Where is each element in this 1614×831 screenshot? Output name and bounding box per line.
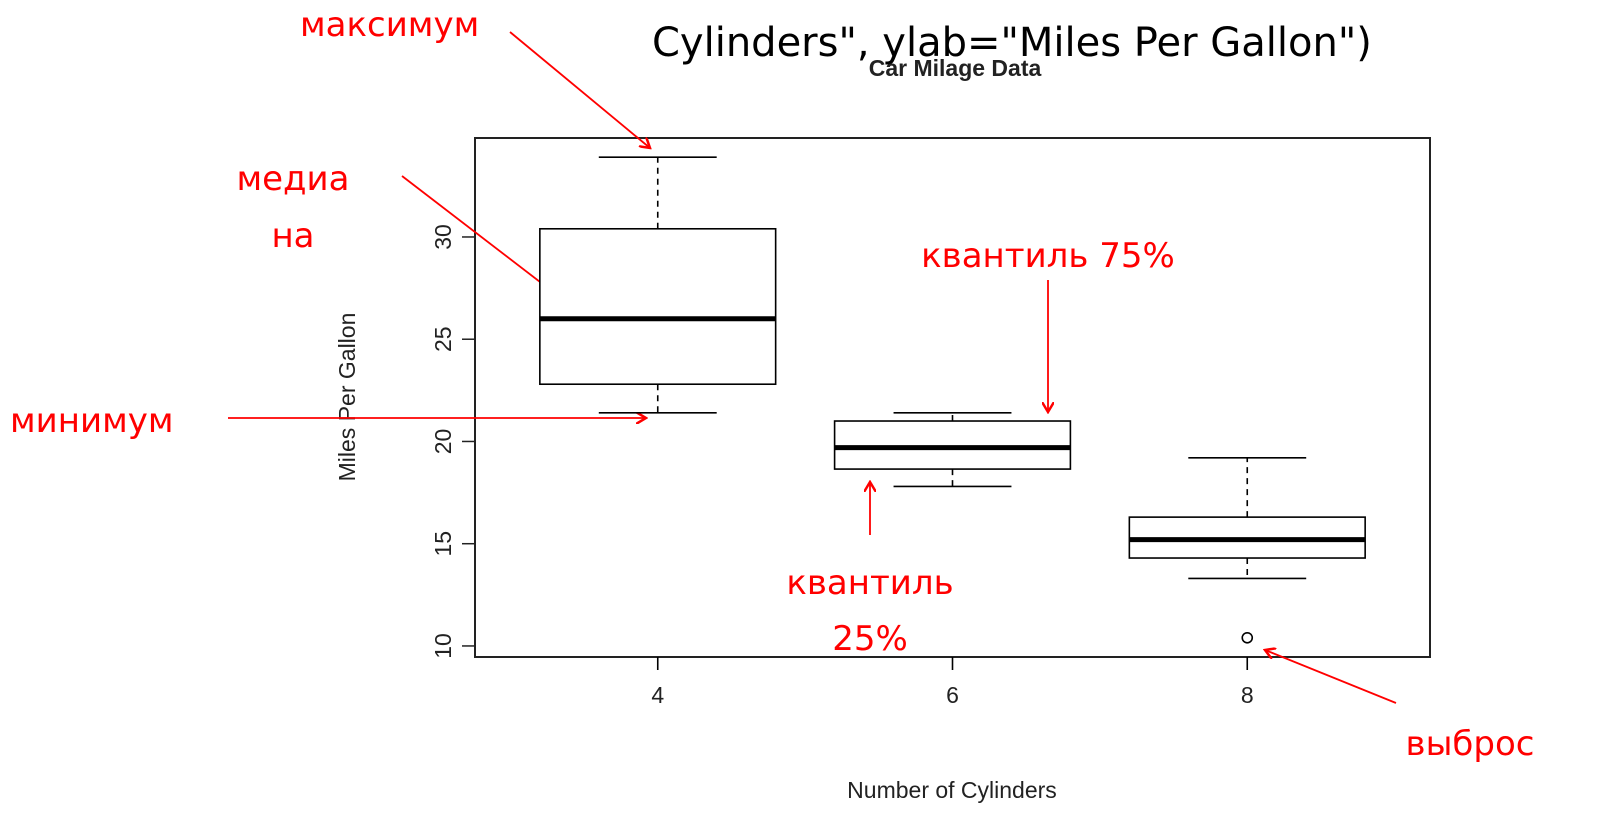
box xyxy=(539,227,777,386)
annotation: квантиль 75% xyxy=(921,236,1175,276)
y-tick-label: 20 xyxy=(430,429,456,455)
annotation: максимум xyxy=(300,5,479,45)
outlier xyxy=(1241,631,1254,644)
code-text: Cylinders", ylab="Miles Per Gallon") xyxy=(652,20,1372,66)
annotation: квантиль xyxy=(786,563,953,603)
arrow xyxy=(509,31,650,148)
annotation: медиа xyxy=(236,159,349,199)
arrow xyxy=(1265,650,1397,704)
y-tick-label: 30 xyxy=(430,224,456,250)
y-tick-label: 25 xyxy=(430,326,456,352)
annotation: 25% xyxy=(832,619,908,659)
y-axis-label: Miles Per Gallon xyxy=(334,313,360,482)
y-tick-label: 10 xyxy=(430,633,456,659)
x-axis-label: Number of Cylinders xyxy=(847,777,1057,803)
x-tick-label: 4 xyxy=(651,682,664,708)
x-tick-label: 6 xyxy=(946,682,959,708)
y-tick-label: 15 xyxy=(430,531,456,557)
annotation: минимум xyxy=(10,401,174,441)
x-tick-label: 8 xyxy=(1241,682,1254,708)
box xyxy=(833,420,1072,470)
annotation: выброс xyxy=(1406,724,1535,764)
annotation: на xyxy=(271,216,314,256)
chart-title: Car Milage Data xyxy=(869,55,1042,81)
